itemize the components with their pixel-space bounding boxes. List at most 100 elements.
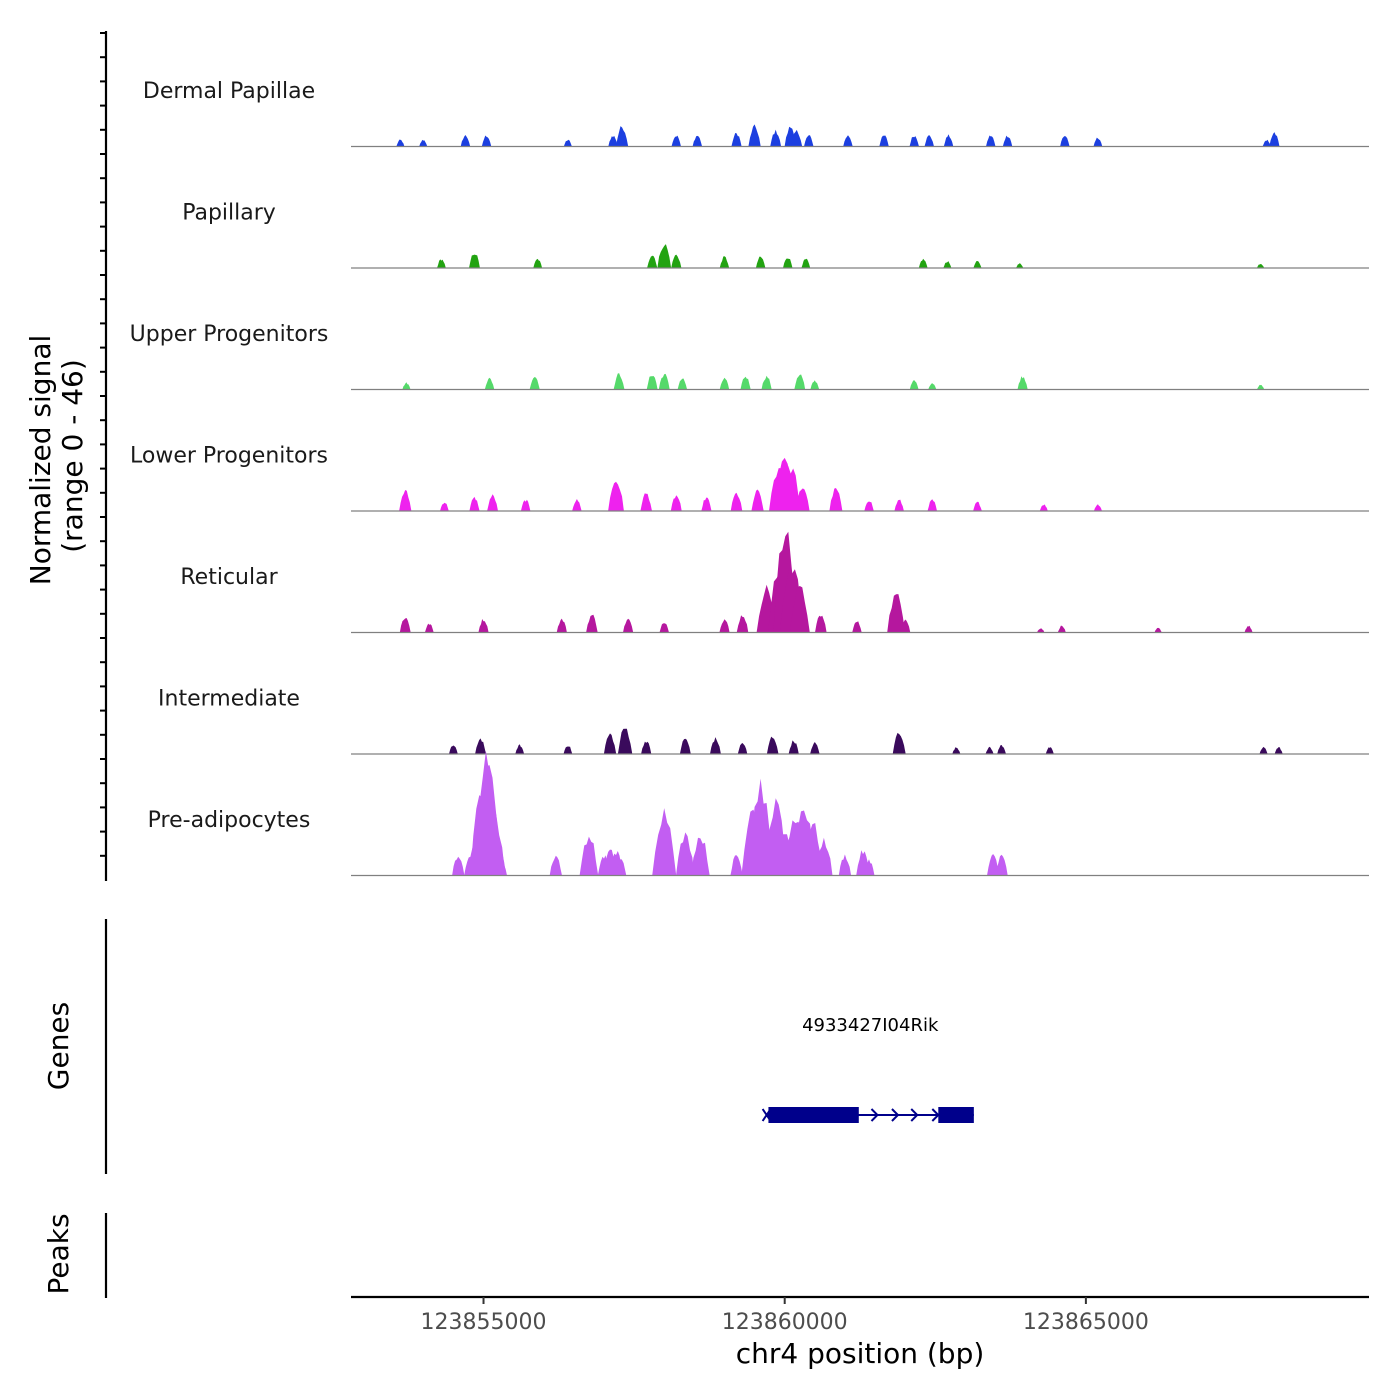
strand-arrow: [870, 1108, 879, 1122]
coverage-peak: [810, 380, 820, 390]
coverage-peak: [437, 259, 446, 268]
coverage-peak: [852, 621, 862, 633]
coverage-peak: [927, 499, 937, 511]
coverage-peak: [1256, 384, 1265, 390]
track-label: Upper Progenitors: [130, 322, 329, 347]
coverage-peak: [579, 836, 599, 876]
coverage-peak: [780, 465, 801, 511]
coverage-peak: [659, 623, 669, 633]
track-upper-progenitors: Upper Progenitors: [130, 322, 1369, 391]
coverage-peak: [399, 490, 412, 511]
coverage-peak: [563, 139, 572, 147]
coverage-peak: [646, 376, 658, 390]
coverage-peak: [1017, 376, 1028, 390]
coverage-peak: [791, 129, 803, 147]
strand-arrow: [910, 1108, 919, 1122]
track-label: Pre-adipocytes: [148, 808, 311, 833]
coverage-peak: [563, 746, 573, 754]
coverage-peak: [900, 619, 911, 633]
coverage-peak: [671, 135, 681, 147]
coverage-peak: [973, 261, 982, 268]
coverage-peak: [730, 855, 743, 876]
coverage-peak: [795, 488, 810, 511]
coverage-peak: [623, 618, 634, 633]
track-label: Reticular: [180, 565, 278, 590]
coverage-peak: [737, 743, 748, 754]
coverage-peak: [615, 126, 629, 147]
coverage-peak: [452, 856, 465, 876]
coverage-peak: [770, 129, 782, 147]
gene-exon: [938, 1107, 974, 1123]
coverage-peak: [761, 375, 772, 390]
coverage-y-axis-title-line-2: (range 0 - 46): [56, 359, 89, 553]
coverage-peak: [719, 377, 730, 390]
coverage-peak: [478, 619, 489, 633]
track-pre-adipocytes: Pre-adipocytes: [148, 750, 1369, 877]
coverage-peak: [815, 837, 833, 876]
coverage-peak: [487, 494, 498, 511]
x-axis-ticks: 123855000 123860000 123865000: [421, 1297, 1149, 1335]
coverage-peak: [751, 489, 764, 511]
gene-label: 4933427I04Rik: [802, 1015, 939, 1036]
x-tick-label: 123865000: [1023, 1310, 1149, 1335]
coverage-peak: [1093, 137, 1103, 147]
coverage-peak: [730, 492, 743, 511]
coverage-peak: [987, 854, 1000, 876]
coverage-peak: [943, 261, 952, 268]
coverage-peak: [887, 594, 906, 633]
x-axis-title: chr4 position (bp): [736, 1337, 985, 1370]
coverage-peak: [640, 493, 652, 511]
coverage-peak: [586, 614, 598, 633]
coverage-peak: [670, 495, 682, 511]
x-tick-label: 123860000: [722, 1310, 848, 1335]
coverage-peak: [794, 374, 806, 390]
coverage-peak: [1154, 627, 1162, 633]
coverage-peak: [986, 135, 996, 147]
coverage-peak: [529, 377, 540, 390]
coverage-peak: [399, 618, 411, 633]
coverage-peak: [783, 258, 793, 268]
coverage-peak: [755, 256, 766, 268]
coverage-peak: [440, 502, 449, 511]
coverage-peak: [484, 377, 495, 390]
track-label: Lower Progenitors: [130, 444, 328, 469]
coverage-peak: [1015, 263, 1024, 268]
coverage-peak: [1274, 747, 1283, 754]
coverage-peak: [1093, 504, 1102, 511]
coverage-peak: [658, 373, 670, 390]
coverage-peak: [1244, 625, 1253, 633]
coverage-peak: [496, 859, 507, 876]
coverage-peak: [424, 623, 434, 633]
coverage-peak: [475, 738, 486, 754]
coverage-peak: [647, 255, 658, 268]
coverage-peak: [701, 497, 712, 511]
coverage-y-axis-ticks: [100, 32, 106, 857]
coverage-peak: [691, 837, 710, 876]
coverage-peak: [469, 254, 480, 268]
track-reticular: Reticular: [180, 531, 1369, 634]
genes-track-title: Genes: [42, 1002, 75, 1090]
coverage-peak: [676, 832, 695, 876]
coverage-peak: [973, 501, 982, 511]
coverage-peak: [909, 380, 919, 390]
coverage-peak: [801, 258, 811, 268]
coverage-peak: [909, 136, 919, 147]
coverage-peak: [804, 135, 814, 147]
coverage-peak: [928, 383, 937, 390]
coverage-peak: [520, 499, 531, 511]
coverage-peak: [985, 746, 994, 754]
coverage-peak: [829, 488, 843, 511]
genes-track: 4933427I04Rik: [761, 1015, 974, 1123]
coverage-peak: [396, 139, 405, 147]
coverage-peak: [736, 615, 749, 633]
coverage-peak: [843, 135, 853, 147]
coverage-peak: [671, 254, 682, 268]
gene-4933427I04Rik: 4933427I04Rik: [761, 1015, 974, 1123]
coverage-peak: [652, 808, 677, 876]
coverage-peak: [1045, 747, 1054, 754]
coverage-peak: [710, 737, 721, 754]
coverage-peak: [1269, 132, 1280, 147]
track-papillary: Papillary: [182, 201, 1369, 269]
gene-start-mark: [761, 1108, 772, 1122]
coverage-y-axis-title-line-1: Normalized signal: [24, 335, 57, 586]
